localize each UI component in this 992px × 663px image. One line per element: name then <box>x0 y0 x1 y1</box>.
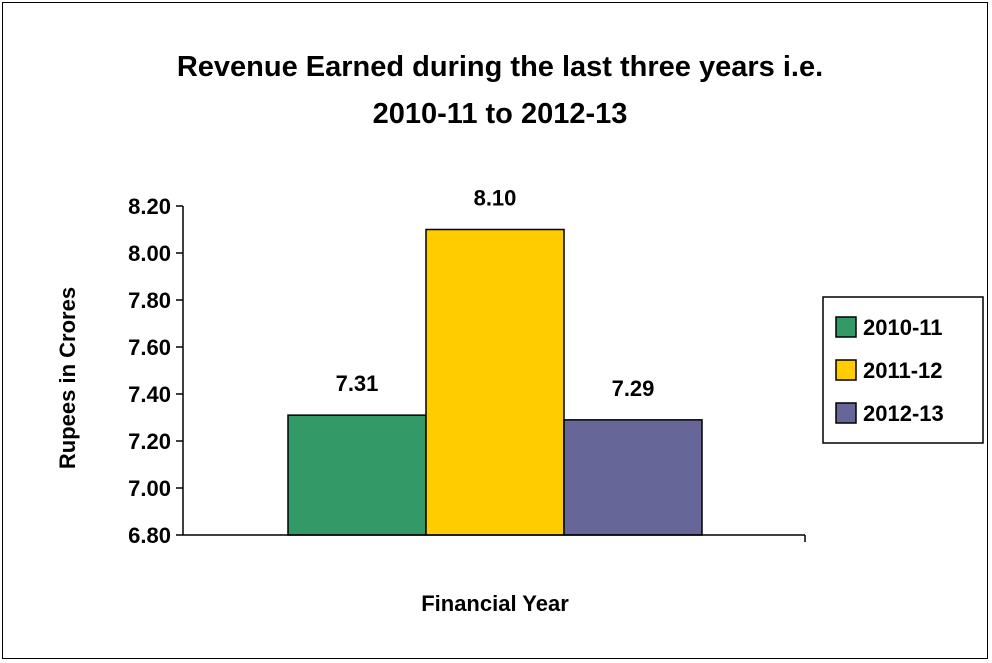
legend-label-2011-12: 2011-12 <box>863 358 943 383</box>
legend-swatch-2012-13 <box>835 402 857 424</box>
y-tick-label: 8.20 <box>128 194 171 219</box>
y-tick-label: 7.20 <box>128 429 171 454</box>
y-tick-label: 8.00 <box>128 241 171 266</box>
axes-group <box>182 206 806 542</box>
y-tick-label: 7.00 <box>128 476 171 501</box>
y-tick-label: 7.60 <box>128 335 171 360</box>
legend-swatch-2010-11 <box>835 316 857 338</box>
legend-label-2010-11: 2010-11 <box>863 315 943 340</box>
y-tick-label: 7.40 <box>128 382 171 407</box>
bar-2012-13 <box>563 419 703 536</box>
data-label-2010-11: 7.31 <box>336 371 379 396</box>
chart-title-line-1: Revenue Earned during the last three yea… <box>177 51 823 83</box>
y-axis-label: Rupees in Crores <box>55 287 80 469</box>
y-tick-label: 6.80 <box>128 523 171 548</box>
y-axis-ticks: 6.80 7.00 7.20 7.40 7.60 7.80 8.00 8.20 <box>128 194 183 548</box>
data-label-2012-13: 7.29 <box>612 376 655 401</box>
y-tick-label: 7.80 <box>128 288 171 313</box>
legend-swatch-2011-12 <box>835 359 857 381</box>
data-label-2011-12: 8.10 <box>474 186 517 211</box>
legend-label-2012-13: 2012-13 <box>863 401 944 426</box>
bars-group: 7.31 8.10 7.29 <box>287 186 703 536</box>
x-axis-label: Financial Year <box>421 591 569 616</box>
chart-title-line-2: 2010-11 to 2012-13 <box>373 98 628 130</box>
bar-2010-11 <box>287 414 427 536</box>
bar-2011-12 <box>425 228 565 536</box>
legend: 2010-11 2011-12 2012-13 <box>822 296 984 444</box>
